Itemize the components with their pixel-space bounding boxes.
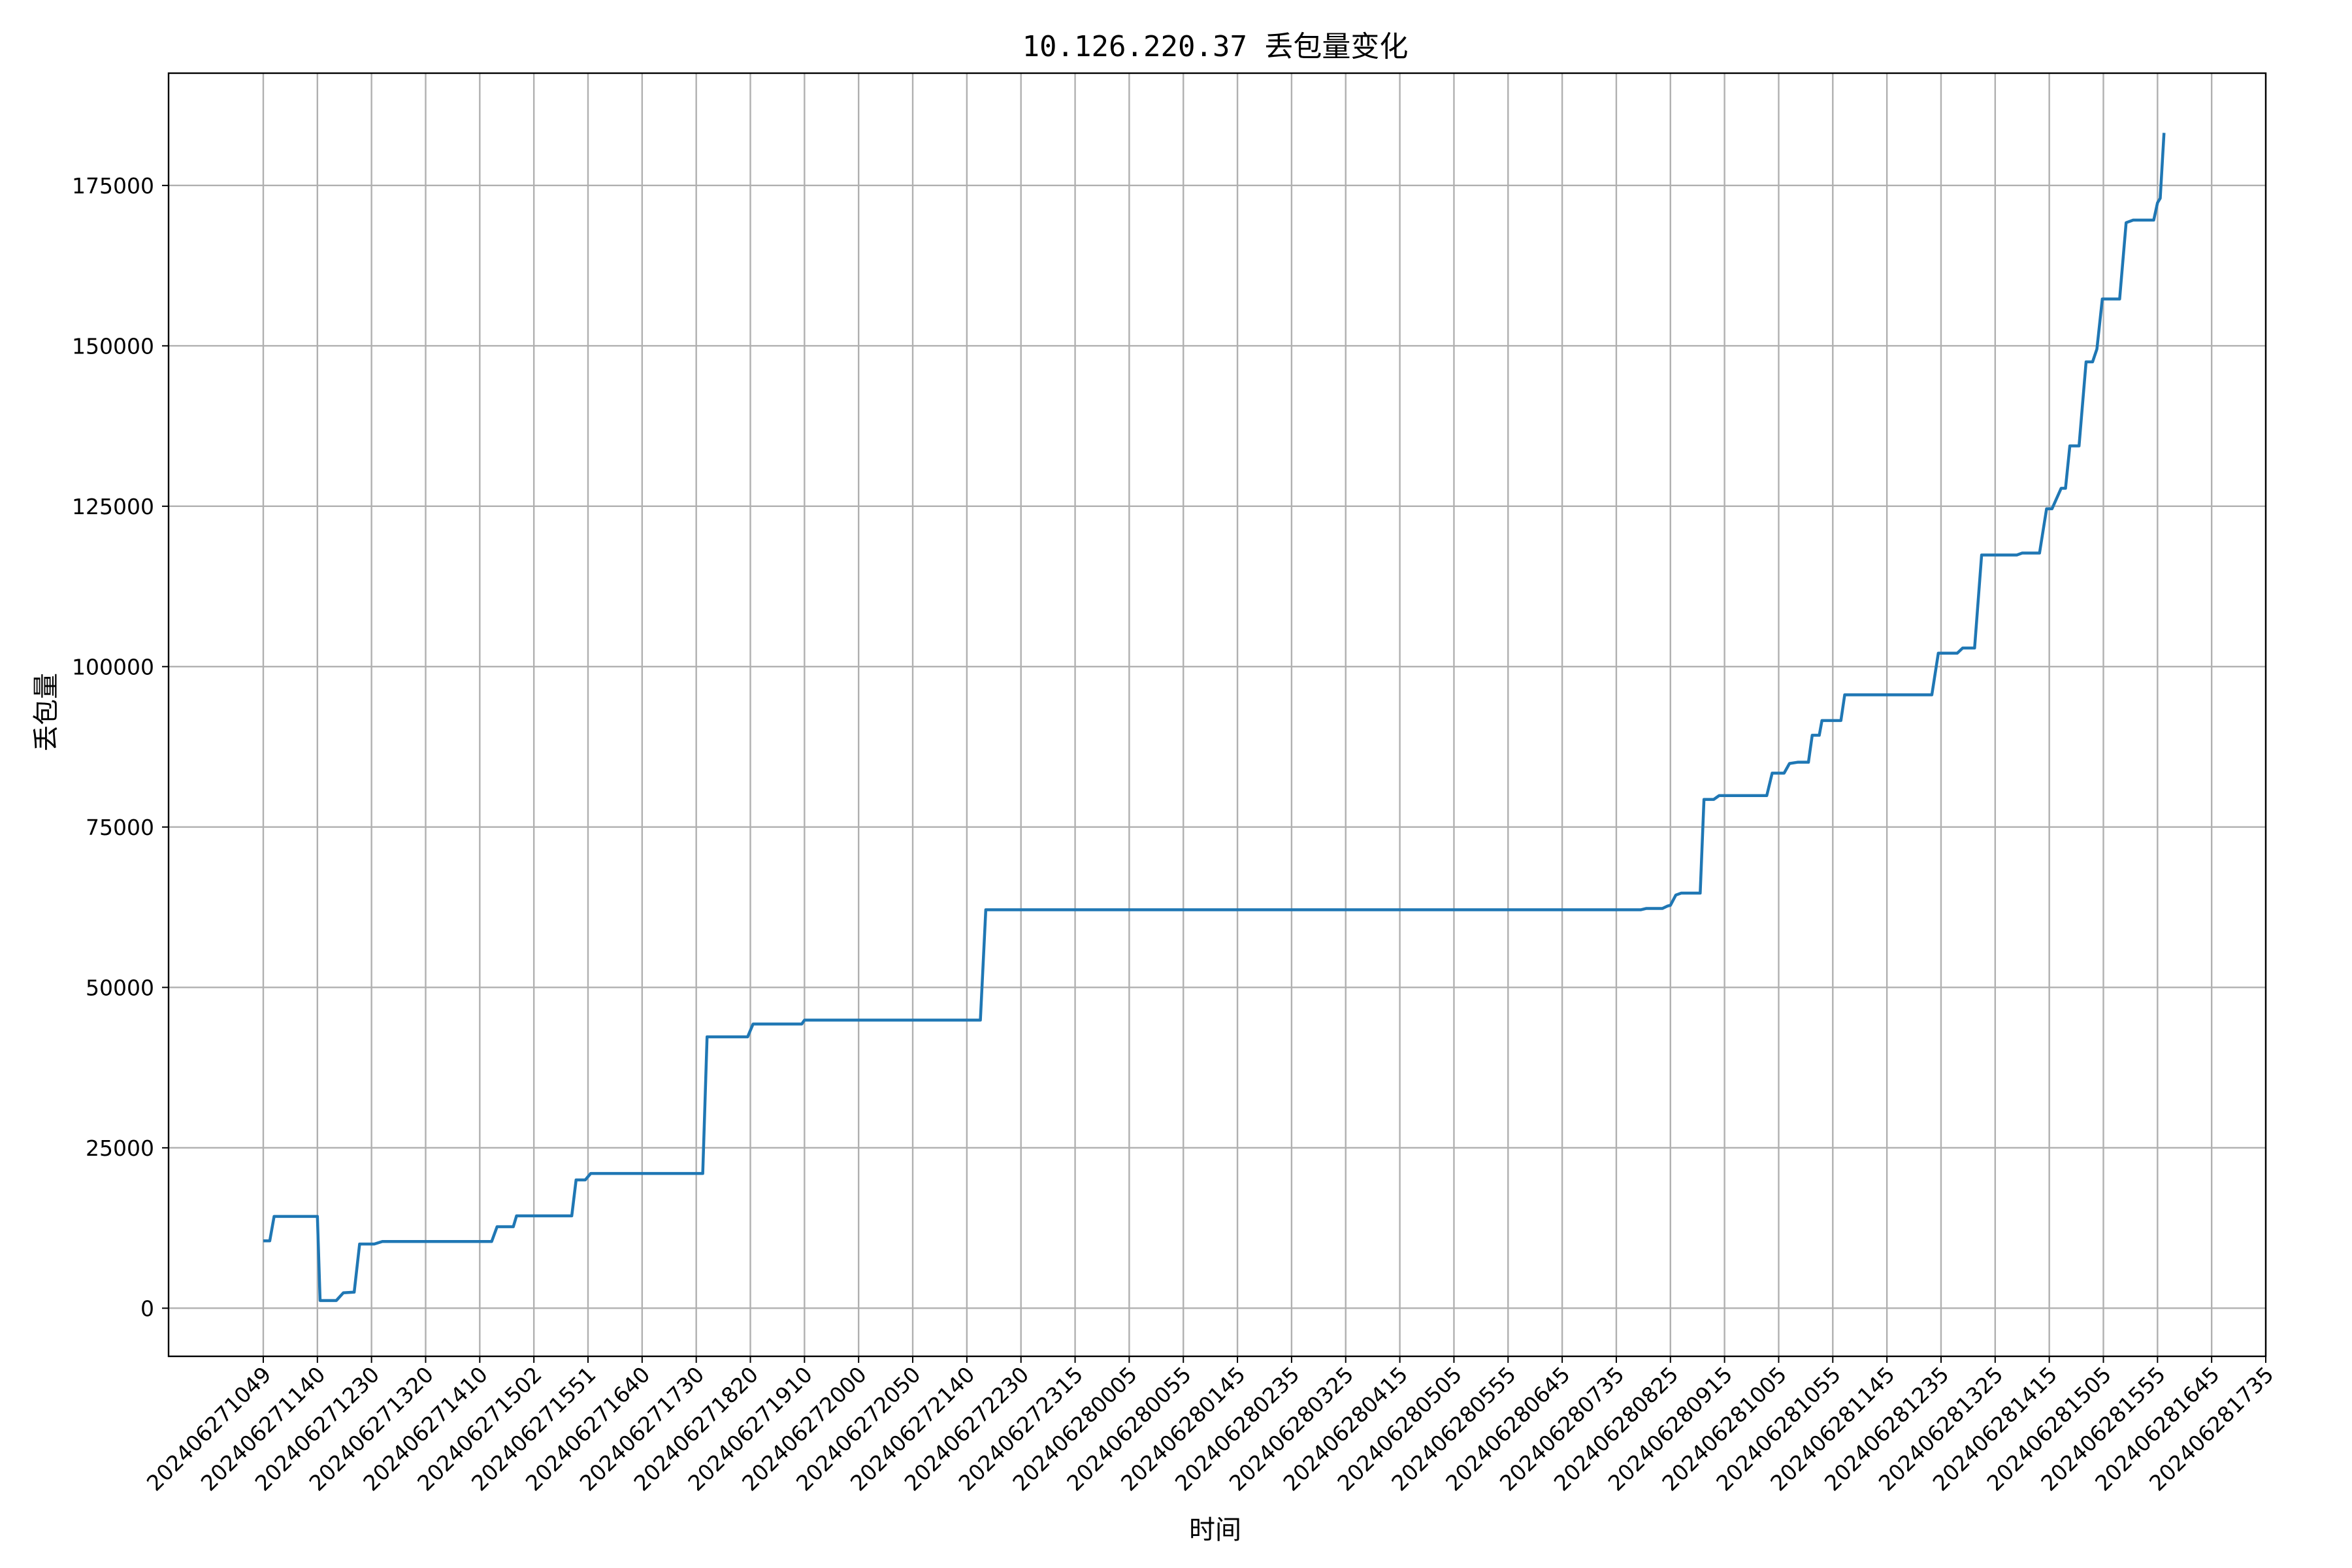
y-tick-label: 75000	[86, 815, 154, 840]
plot-frame	[167, 72, 2267, 1358]
y-axis-title: 丢包量	[31, 673, 61, 751]
y-tick-label: 100000	[72, 654, 154, 679]
y-tick-label: 150000	[72, 333, 154, 359]
series-line	[263, 133, 2166, 1302]
y-tick-label: 175000	[72, 173, 154, 199]
y-tick-label: 0	[140, 1296, 154, 1321]
y-tick-label: 125000	[72, 494, 154, 519]
tick-layer	[162, 184, 2266, 1363]
y-tick-label: 25000	[86, 1135, 154, 1161]
series-layer	[263, 133, 2166, 1302]
chart-title: 10.126.220.37 丢包量变化	[1022, 30, 1409, 63]
y-tick-label: 50000	[86, 975, 154, 1000]
x-axis-title: 时间	[1189, 1515, 1241, 1545]
